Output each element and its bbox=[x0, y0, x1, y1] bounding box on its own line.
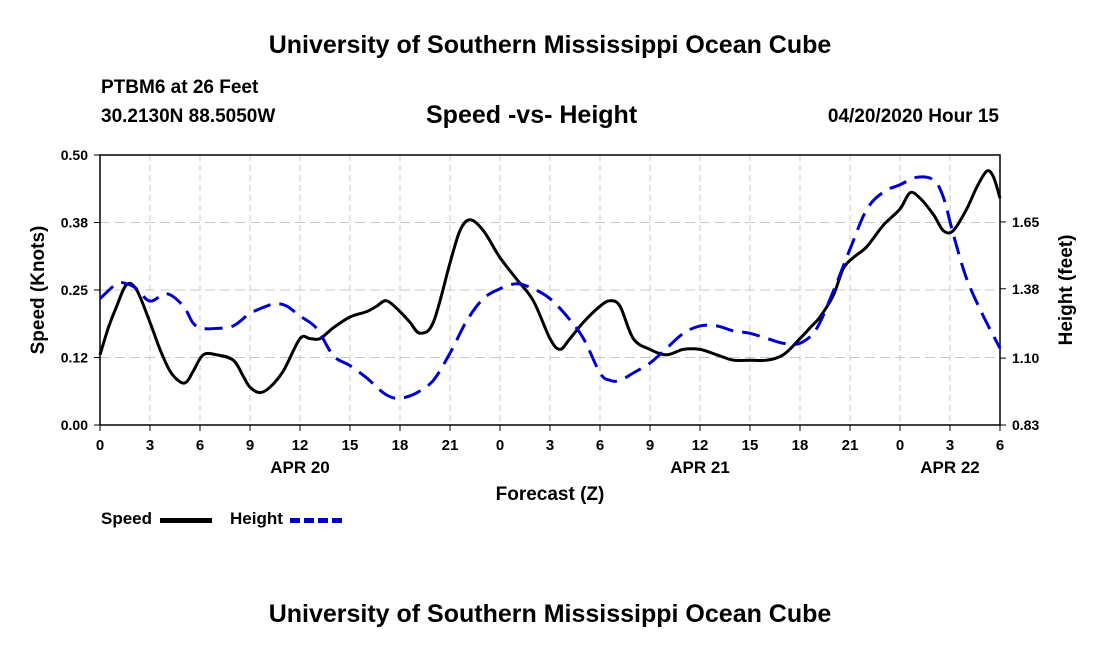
date-label: APR 21 bbox=[670, 458, 730, 477]
chart-title: Speed -vs- Height bbox=[426, 101, 638, 129]
bottom-title: University of Southern Mississippi Ocean… bbox=[268, 600, 832, 628]
legend-speed-line bbox=[160, 518, 212, 523]
x-tick-label: 3 bbox=[946, 437, 954, 454]
y-tick-label: 0.25 bbox=[61, 282, 88, 298]
legend-height-line bbox=[290, 518, 342, 523]
x-tick-label: 15 bbox=[342, 437, 359, 454]
station-label: PTBM6 at 26 Feet bbox=[101, 77, 259, 98]
height-series-line bbox=[98, 175, 1002, 400]
date-label: APR 22 bbox=[920, 458, 980, 477]
top-title: University of Southern Mississippi Ocean… bbox=[268, 31, 832, 59]
x-tick-label: 9 bbox=[646, 437, 654, 454]
y-tick-label: 0.00 bbox=[61, 417, 88, 433]
coordinates-label: 30.2130N 88.5050W bbox=[101, 106, 276, 127]
y-tick-label: 0.38 bbox=[61, 215, 88, 231]
x-tick-label: 12 bbox=[692, 437, 709, 454]
y2-axis-title: Height (feet) bbox=[1056, 235, 1077, 346]
y2-tick-label: 1.38 bbox=[1012, 281, 1039, 297]
date-label: APR 20 bbox=[270, 458, 330, 477]
x-tick-label: 0 bbox=[496, 437, 504, 454]
x-tick-label: 6 bbox=[596, 437, 604, 454]
x-tick-label: 6 bbox=[996, 437, 1004, 454]
speed-series-line bbox=[98, 169, 1002, 395]
x-tick-label: 12 bbox=[292, 437, 309, 454]
y2-tick-label: 1.65 bbox=[1012, 214, 1039, 230]
forecast-datetime: 04/20/2020 Hour 15 bbox=[827, 106, 999, 127]
x-tick-label: 18 bbox=[792, 437, 809, 454]
y2-tick-label: 1.10 bbox=[1012, 350, 1039, 366]
y-axis-title: Speed (Knots) bbox=[28, 226, 49, 355]
x-tick-label: 0 bbox=[896, 437, 904, 454]
legend-height-label: Height bbox=[230, 509, 283, 528]
x-tick-label: 0 bbox=[96, 437, 104, 454]
y-tick-label: 0.50 bbox=[61, 147, 88, 163]
x-tick-label: 9 bbox=[246, 437, 254, 454]
x-tick-label: 21 bbox=[842, 437, 859, 454]
x-axis-title: Forecast (Z) bbox=[496, 484, 605, 505]
x-tick-label: 3 bbox=[146, 437, 154, 454]
y-tick-label: 0.12 bbox=[61, 350, 88, 366]
x-tick-label: 21 bbox=[442, 437, 459, 454]
x-tick-label: 15 bbox=[742, 437, 759, 454]
x-tick-label: 6 bbox=[196, 437, 204, 454]
x-tick-label: 18 bbox=[392, 437, 409, 454]
legend-speed-label: Speed bbox=[101, 509, 153, 528]
x-tick-label: 3 bbox=[546, 437, 554, 454]
y2-tick-label: 0.83 bbox=[1012, 417, 1039, 433]
